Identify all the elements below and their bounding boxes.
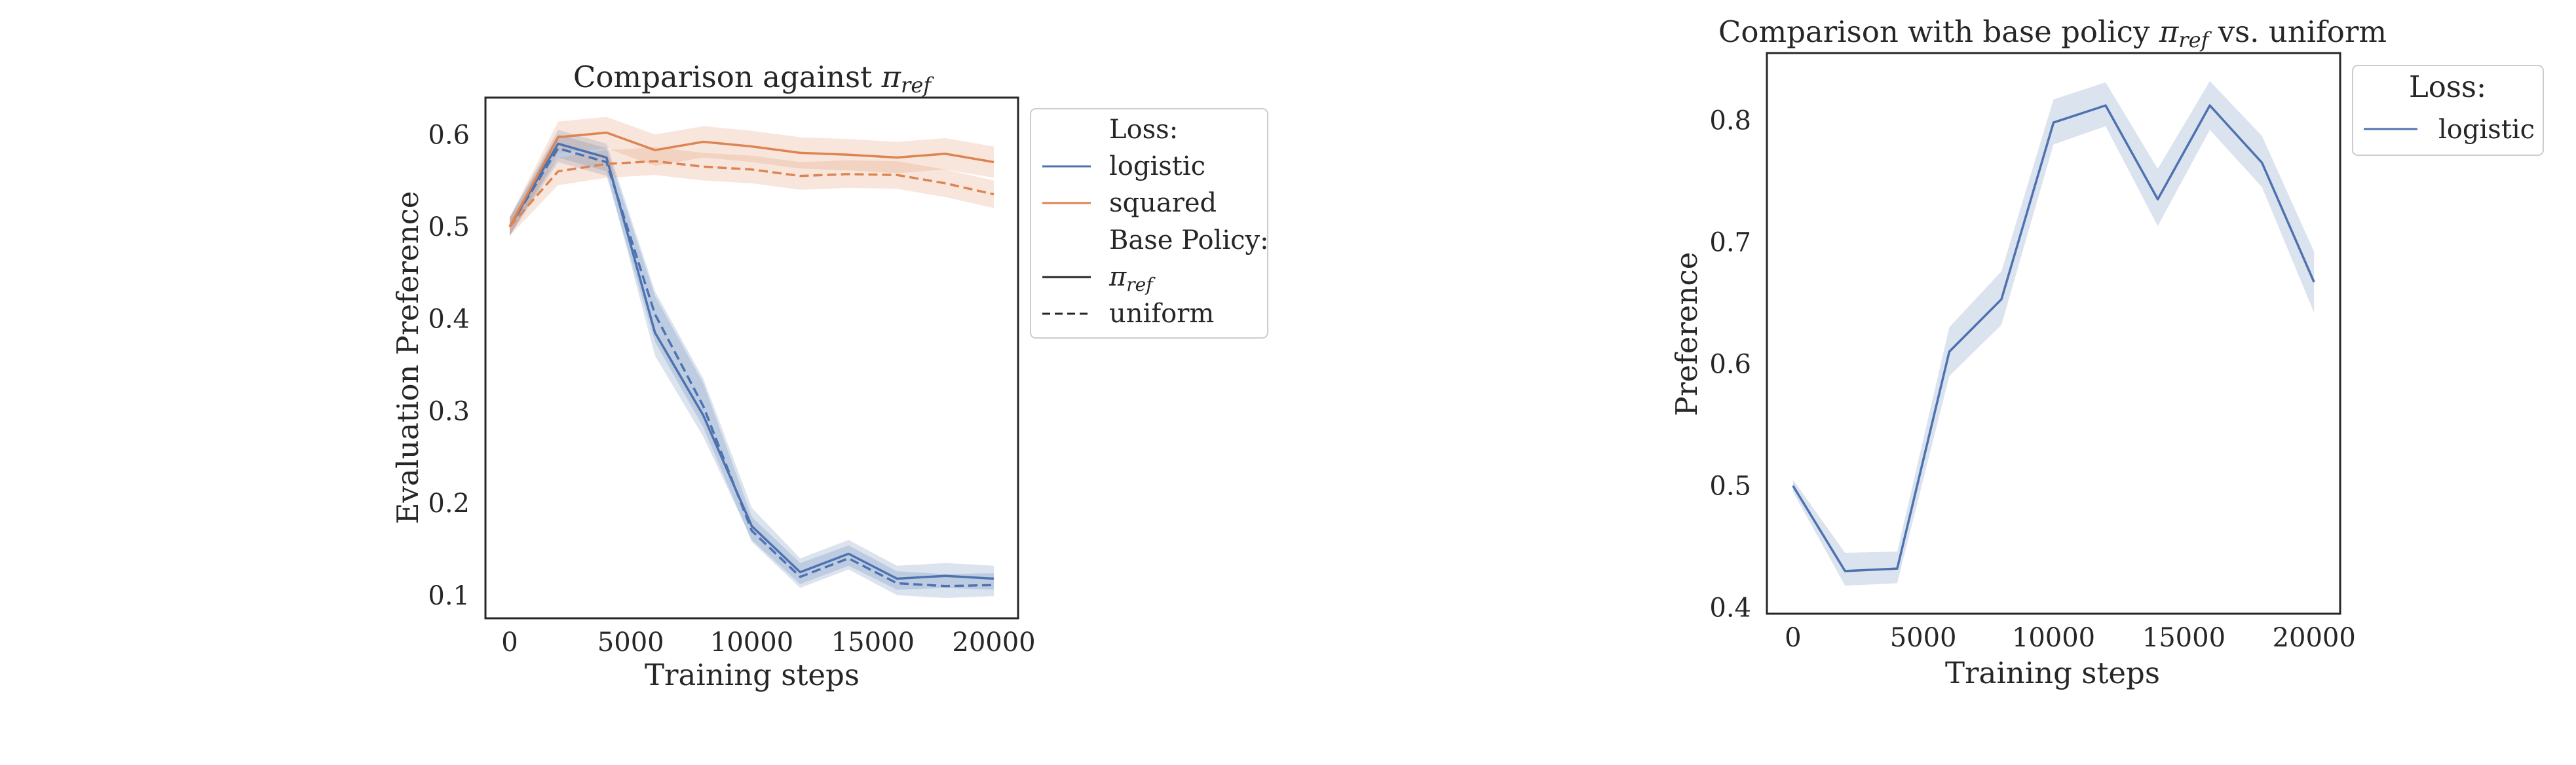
y-tick-0.1: 0.1 xyxy=(428,581,470,611)
line-logistic-uniform xyxy=(508,147,994,588)
chart-1-title: Comparison against πref xyxy=(573,60,934,98)
x-tick-5000: 5000 xyxy=(597,627,664,658)
legend-label-squared: squared xyxy=(1109,188,1217,218)
confidence-bands xyxy=(1792,81,2315,586)
band-squared-uniform xyxy=(510,147,994,236)
y-axis-label: Preference xyxy=(1669,252,1704,417)
line-squared-uniform xyxy=(508,160,994,228)
plot-frame xyxy=(1766,52,2341,615)
x-tick-labels: 0 5000 10000 15000 20000 xyxy=(501,627,1035,658)
y-tick-0.6: 0.6 xyxy=(428,120,470,150)
legend-label-logistic: logistic xyxy=(1109,151,1205,181)
x-tick-labels: 0 5000 10000 15000 20000 xyxy=(1785,623,2356,653)
y-tick-0.6: 0.6 xyxy=(1709,350,1751,380)
x-axis-label: Training steps xyxy=(645,658,860,692)
y-tick-0.5: 0.5 xyxy=(428,212,470,242)
line-logistic-ref xyxy=(508,142,994,580)
series-lines xyxy=(1792,104,2315,572)
x-axis-label: Training steps xyxy=(1945,656,2160,690)
x-tick-15000: 15000 xyxy=(831,627,915,658)
x-tick-20000: 20000 xyxy=(2273,623,2356,653)
chart-evaluation-preference: Comparison against πref 0 5000 10000 15000 2… xyxy=(390,60,1269,692)
band-logistic-uniform xyxy=(510,134,994,599)
chart-preference: Comparison with base policy πref vs. uni… xyxy=(1669,14,2544,690)
y-tick-0.5: 0.5 xyxy=(1709,472,1751,502)
plot-frame xyxy=(484,96,1019,620)
x-tick-20000: 20000 xyxy=(952,627,1035,658)
legend: Loss: logistic squared Base Policy: πref… xyxy=(1030,108,1269,339)
legend: Loss: logistic xyxy=(2352,65,2544,156)
line-squared-ref xyxy=(508,131,994,227)
legend-label-pi-ref: πref xyxy=(1108,262,1156,295)
legend-base-title: Base Policy: xyxy=(1109,225,1269,255)
band-squared-ref xyxy=(510,117,994,236)
x-tick-10000: 10000 xyxy=(2012,623,2095,653)
y-tick-0.4: 0.4 xyxy=(428,305,470,335)
y-tick-labels: 0.4 0.5 0.6 0.7 0.8 xyxy=(1709,105,1751,623)
y-tick-0.4: 0.4 xyxy=(1709,593,1751,624)
band-logistic xyxy=(1792,81,2315,586)
x-tick-5000: 5000 xyxy=(1890,623,1957,653)
y-tick-labels: 0.1 0.2 0.3 0.4 0.5 0.6 xyxy=(428,120,470,611)
legend-label-uniform: uniform xyxy=(1109,299,1214,329)
y-tick-0.8: 0.8 xyxy=(1709,105,1751,136)
x-tick-10000: 10000 xyxy=(710,627,793,658)
chart-2-title: Comparison with base policy πref vs. uni… xyxy=(1718,14,2387,52)
y-tick-0.2: 0.2 xyxy=(428,489,470,519)
y-tick-0.3: 0.3 xyxy=(428,396,470,426)
line-logistic xyxy=(1792,104,2315,572)
legend-frame xyxy=(2352,65,2544,156)
y-axis-label: Evaluation Preference xyxy=(390,191,425,525)
y-tick-0.7: 0.7 xyxy=(1709,227,1751,257)
x-tick-0: 0 xyxy=(501,627,518,658)
x-tick-0: 0 xyxy=(1785,623,1801,653)
legend-loss-title: Loss: xyxy=(1109,115,1178,145)
legend-title: Loss: xyxy=(2409,69,2486,104)
x-tick-15000: 15000 xyxy=(2142,623,2226,653)
series-lines xyxy=(508,131,994,588)
legend-label-logistic: logistic xyxy=(2438,115,2535,145)
